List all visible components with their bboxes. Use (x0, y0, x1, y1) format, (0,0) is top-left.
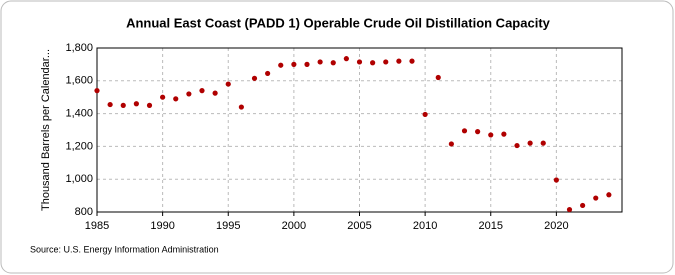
point (540, 140, 546, 146)
point (593, 195, 599, 201)
point (370, 60, 376, 66)
point (606, 192, 612, 198)
point (383, 59, 389, 65)
point (396, 58, 402, 64)
point (514, 142, 520, 149)
y-tick-label: 1,800 (65, 42, 93, 54)
chart-title: Annual East Coast (PADD 1) Operable Crud… (126, 15, 551, 30)
point (317, 59, 323, 65)
y-tick-label: 1,600 (65, 75, 93, 87)
point (120, 102, 126, 108)
point (475, 129, 481, 135)
x-tick-label: 2000 (282, 220, 306, 232)
y-tick-label: 1,000 (65, 173, 93, 185)
point (107, 101, 113, 108)
point (553, 177, 559, 183)
x-tick-label: 2015 (479, 220, 503, 232)
point (422, 111, 428, 118)
point (448, 141, 454, 147)
x-tick-label: 2010 (413, 220, 437, 232)
point (291, 61, 297, 67)
point (527, 140, 533, 146)
point (199, 88, 205, 94)
x-tick-label: 1995 (216, 220, 240, 232)
y-tick-label: 800 (75, 206, 93, 218)
point (160, 94, 166, 100)
point (343, 56, 349, 62)
point (461, 128, 468, 134)
point (173, 96, 179, 102)
y-axis-label: Thousand Barrels per Calendar... (40, 49, 52, 211)
point (146, 102, 153, 108)
y-tick-label: 1,200 (65, 140, 93, 152)
point (501, 131, 507, 137)
point (330, 60, 336, 66)
point (186, 91, 192, 97)
point (488, 132, 494, 138)
point (409, 58, 415, 64)
point (304, 61, 310, 67)
point (238, 104, 244, 110)
plot-area (96, 47, 623, 213)
point (94, 88, 100, 94)
point (133, 101, 139, 107)
point (435, 74, 441, 81)
point (278, 62, 284, 68)
point (566, 206, 573, 213)
point (580, 202, 586, 209)
point (212, 90, 218, 96)
x-tick-label: 2020 (544, 220, 568, 232)
x-tick-label: 1985 (85, 220, 109, 232)
point (251, 75, 258, 81)
source-note: Source: U.S. Energy Information Administ… (30, 244, 219, 254)
x-tick-label: 2005 (347, 220, 371, 232)
y-tick-label: 1,400 (65, 108, 93, 120)
point (265, 70, 271, 77)
point (356, 59, 363, 65)
point (225, 81, 231, 87)
x-tick-label: 1990 (150, 220, 174, 232)
